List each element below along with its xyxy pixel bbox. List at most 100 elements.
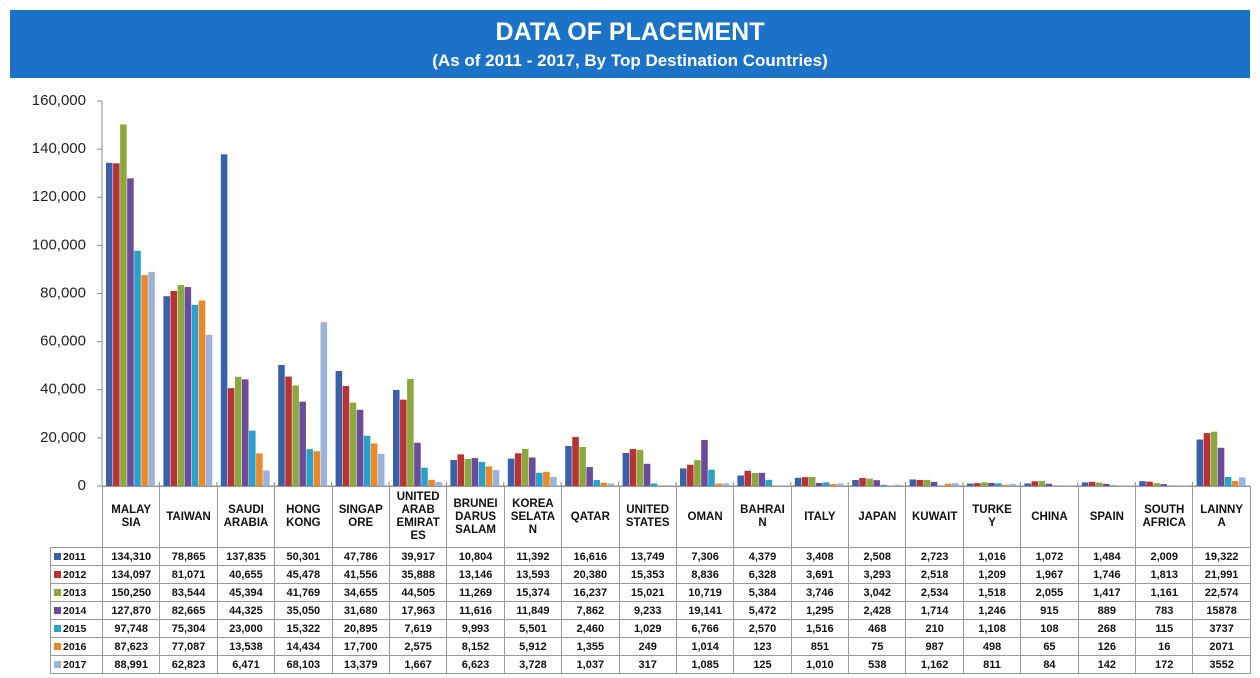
bar: [880, 484, 887, 486]
data-label: 2,723: [905, 547, 964, 566]
bar: [815, 482, 823, 486]
y-tick-label: 20,000: [40, 429, 86, 446]
data-label: 851: [790, 637, 850, 656]
data-label: 13,146: [446, 565, 505, 584]
series-row: 2015 97,748 75,304 23,000 15,322 20,895 7,619 9…: [50, 619, 1251, 638]
data-label: 16: [1135, 637, 1194, 656]
bar: [801, 477, 809, 486]
bar: [1139, 481, 1146, 486]
bar: [393, 389, 400, 486]
data-label: 10,804: [446, 547, 505, 566]
data-label: 1,746: [1077, 565, 1137, 584]
bar: [909, 479, 917, 486]
x-tick-label: HONG KONG: [274, 486, 333, 548]
data-label: 1,355: [561, 637, 620, 656]
x-tick-label: TAIWAN: [159, 486, 218, 548]
data-label: 538: [848, 655, 907, 674]
bar: [744, 470, 752, 486]
bar: [507, 458, 515, 486]
data-label: 1,484: [1077, 547, 1137, 566]
legend-swatch: [54, 642, 61, 650]
data-label: 11,616: [446, 601, 505, 620]
data-label: 6,471: [216, 655, 276, 674]
bar: [859, 478, 866, 486]
bar: [106, 162, 113, 486]
x-tick-label: KUWAIT: [905, 486, 964, 548]
bar: [687, 464, 694, 486]
data-label: 7,862: [561, 601, 620, 620]
data-label: 5,384: [733, 583, 792, 602]
data-label: 17,963: [388, 601, 448, 620]
series-row: 2017 88,991 62,823 6,471 68,103 13,379 1,667 6,…: [50, 655, 1251, 674]
data-label: 1,813: [1135, 565, 1194, 584]
x-tick-label: QATAR: [561, 486, 620, 548]
bar: [600, 482, 608, 486]
bar: [227, 388, 235, 486]
bar: [421, 467, 428, 486]
bar: [1002, 484, 1009, 486]
data-label: 1,016: [962, 547, 1022, 566]
bar: [191, 304, 199, 486]
data-label: 5,501: [503, 619, 563, 638]
bar: [894, 484, 902, 486]
bar: [464, 458, 472, 486]
data-label: 1,010: [790, 655, 850, 674]
data-label: 2,460: [561, 619, 620, 638]
data-label: 2,508: [848, 547, 907, 566]
bar: [113, 163, 120, 486]
bar: [141, 275, 148, 486]
bar: [249, 430, 256, 486]
bar: [923, 479, 931, 486]
x-tick-label: SINGAP ORE: [331, 486, 390, 548]
data-label: 41,769: [274, 583, 333, 602]
data-label: 2,534: [905, 583, 964, 602]
bar: [572, 436, 579, 486]
bar: [1210, 431, 1218, 486]
data-label: 97,748: [101, 619, 161, 638]
y-tick-label: 120,000: [32, 188, 86, 205]
legend-entry: 2014: [50, 601, 103, 620]
bar: [1110, 485, 1117, 486]
data-label: 3,042: [848, 583, 907, 602]
data-label: 2071: [1192, 637, 1251, 656]
data-label: 134,310: [101, 547, 161, 566]
bar: [873, 480, 880, 486]
series-row: 2011 134,310 78,865 137,835 50,301 47,786 39,9…: [50, 547, 1251, 566]
bar: [1095, 482, 1103, 486]
data-label: 75: [848, 637, 907, 656]
data-label: 45,394: [216, 583, 276, 602]
bar: [830, 483, 837, 486]
series-row: 2014 127,870 82,665 44,325 35,050 31,680 17,96…: [50, 601, 1251, 620]
bar: [715, 483, 722, 486]
bar: [263, 470, 270, 486]
bar: [1231, 481, 1239, 486]
bar: [1009, 484, 1016, 486]
data-label: 8,152: [446, 637, 505, 656]
legend-swatch: [54, 570, 61, 578]
legend-swatch: [54, 588, 61, 596]
data-label: 987: [905, 637, 964, 656]
bar: [370, 443, 378, 486]
legend-entry: 2017: [50, 655, 103, 674]
data-label: 7,619: [388, 619, 448, 638]
bar: [593, 480, 600, 486]
data-label: 16,237: [561, 583, 620, 602]
data-label: 6,328: [733, 565, 792, 584]
bar: [1102, 483, 1110, 486]
data-label: 210: [905, 619, 964, 638]
x-tick-label: ITALY: [790, 486, 850, 548]
data-label: 1,417: [1077, 583, 1137, 602]
data-label: 81,071: [159, 565, 218, 584]
bar: [1146, 481, 1153, 486]
data-label: 1,108: [962, 619, 1022, 638]
data-label: 1,037: [561, 655, 620, 674]
bar: [177, 284, 185, 486]
data-label: 2,009: [1135, 547, 1194, 566]
x-tick-label: MALAY SIA: [101, 486, 161, 548]
bar: [377, 453, 385, 486]
data-label: 1,518: [962, 583, 1022, 602]
category-row: MALAY SIA TAIWAN SAUDI ARABIA HONG KONG SING…: [51, 486, 1251, 548]
bar: [205, 334, 213, 486]
data-label: 123: [733, 637, 792, 656]
bar: [457, 454, 465, 486]
